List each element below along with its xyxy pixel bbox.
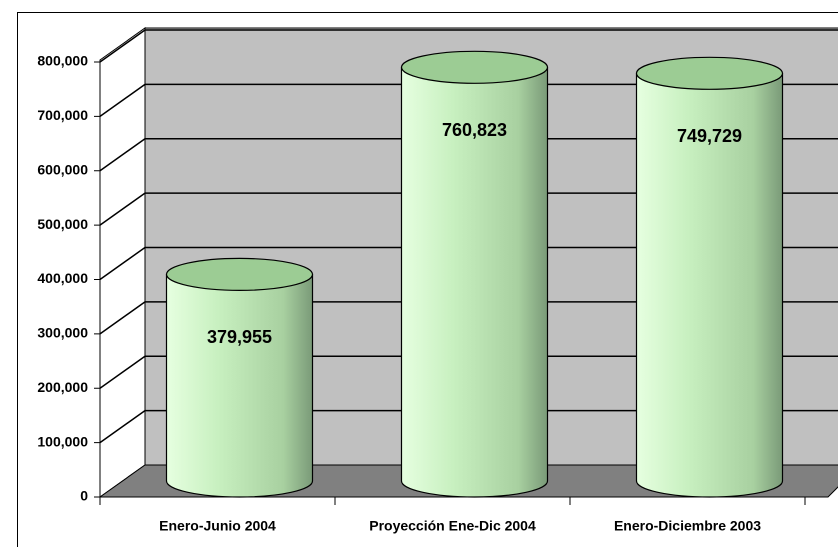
x-tick-label: Enero-Junio 2004 xyxy=(159,518,276,534)
value-label: 379,955 xyxy=(207,327,272,347)
y-tick-label: 600,000 xyxy=(37,161,88,177)
grid-line xyxy=(99,29,146,63)
y-tick-label: 300,000 xyxy=(37,325,88,341)
value-label: 749,729 xyxy=(677,126,742,146)
x-tick-label: Proyección Ene-Dic 2004 xyxy=(369,518,536,534)
y-tick-label: 400,000 xyxy=(37,270,88,286)
grid-line xyxy=(99,83,146,117)
value-label: 760,823 xyxy=(442,120,507,140)
x-tick-label: Enero-Diciembre 2003 xyxy=(614,518,761,534)
grid-line xyxy=(99,410,146,444)
cylinder-top xyxy=(165,257,314,291)
cylinder-top xyxy=(635,56,784,90)
y-tick-label: 200,000 xyxy=(37,379,88,395)
grid-line xyxy=(99,301,146,335)
y-tick-label: 100,000 xyxy=(37,433,88,449)
y-tick-label: 500,000 xyxy=(37,216,88,232)
grid-line xyxy=(99,138,146,172)
grid-line xyxy=(99,192,146,226)
y-tick-label: 800,000 xyxy=(37,53,88,69)
cylinder-body xyxy=(400,66,549,498)
cylinder-top xyxy=(400,50,549,84)
grid-line xyxy=(99,355,146,389)
cylinder-body xyxy=(635,72,784,498)
grid-line xyxy=(99,246,146,281)
y-tick-label: 0 xyxy=(80,488,88,504)
cylinder-body xyxy=(165,273,314,498)
y-tick-label: 700,000 xyxy=(37,107,88,123)
